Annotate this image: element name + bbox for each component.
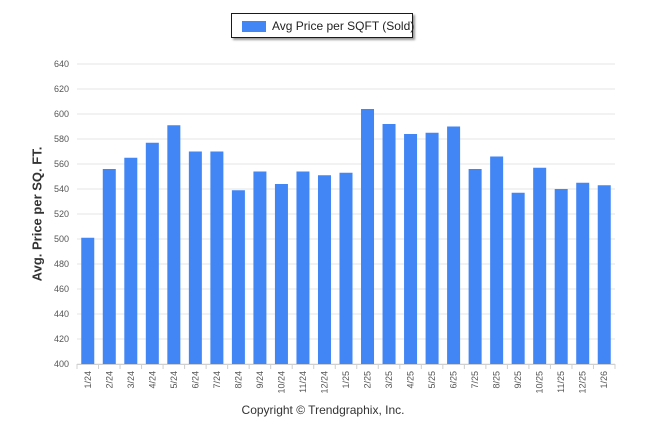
x-tick-label: 7/24 xyxy=(212,371,222,389)
x-tick-label: 9/25 xyxy=(513,371,523,389)
x-tick-label: 10/25 xyxy=(535,371,545,394)
x-tick-label: 8/24 xyxy=(233,371,243,389)
bar-3/25[interactable] xyxy=(382,124,396,364)
bar-10/25[interactable] xyxy=(533,167,547,364)
bar-6/25[interactable] xyxy=(447,126,461,365)
y-axis-label: Avg. Price per SQ. FT. xyxy=(29,146,45,282)
bar-9/24[interactable] xyxy=(253,171,267,365)
y-tick-label: 620 xyxy=(54,84,69,94)
y-tick-label: 480 xyxy=(54,259,69,269)
y-tick-label: 580 xyxy=(54,134,69,144)
x-tick-label: 11/25 xyxy=(556,371,566,393)
legend-label: Avg Price per SQFT (Sold) xyxy=(272,19,415,33)
y-tick-label: 560 xyxy=(54,159,69,169)
x-tick-label: 4/24 xyxy=(147,371,157,389)
x-tick-label: 6/24 xyxy=(190,371,200,389)
bar-12/25[interactable] xyxy=(576,182,590,364)
x-tick-label: 4/25 xyxy=(406,371,416,389)
x-tick-label: 12/25 xyxy=(578,371,588,394)
y-tick-label: 400 xyxy=(54,359,69,369)
y-tick-label: 440 xyxy=(54,309,69,319)
x-tick-label: 2/24 xyxy=(104,371,114,389)
bar-1/26[interactable] xyxy=(597,185,611,364)
x-tick-label: 6/25 xyxy=(449,371,459,389)
bar-7/25[interactable] xyxy=(468,169,482,364)
x-tick-label: 1/26 xyxy=(599,371,609,389)
y-tick-label: 500 xyxy=(54,234,69,244)
bar-8/25[interactable] xyxy=(490,156,504,365)
legend[interactable]: Avg Price per SQFT (Sold) xyxy=(231,13,415,38)
bar-9/25[interactable] xyxy=(511,192,525,364)
bar-5/25[interactable] xyxy=(425,132,439,364)
x-tick-label: 9/24 xyxy=(255,371,265,389)
bars xyxy=(81,109,611,365)
y-tick-label: 600 xyxy=(54,109,69,119)
x-tick-label: 5/25 xyxy=(427,371,437,389)
x-axis-ticks: 1/24 2/24 3/24 4/24 5/24 6/24 7/24 8/24 9/24 10/2… xyxy=(83,371,609,394)
x-tick-label: 5/24 xyxy=(169,371,179,389)
x-tick-label: 11/24 xyxy=(298,371,308,393)
bar-6/24[interactable] xyxy=(188,151,202,365)
x-tick-label: 10/24 xyxy=(276,371,286,394)
x-tick-label: 12/24 xyxy=(319,371,329,394)
y-axis-ticks: 400 420 440 460 480 500 520 540 560 580 600 620 640 xyxy=(54,59,69,369)
bar-7/24[interactable] xyxy=(210,151,224,365)
y-tick-label: 460 xyxy=(54,284,69,294)
x-tick-label: 8/25 xyxy=(492,371,502,389)
bar-2/24[interactable] xyxy=(102,169,116,364)
x-tick-label: 1/25 xyxy=(341,371,351,389)
x-tick-label: 1/24 xyxy=(83,371,93,389)
bar-3/24[interactable] xyxy=(124,157,138,364)
bar-2/25[interactable] xyxy=(361,109,375,364)
bar-8/24[interactable] xyxy=(231,190,245,364)
bar-10/24[interactable] xyxy=(274,184,288,364)
bar-5/24[interactable] xyxy=(167,125,181,364)
x-tick-label: 7/25 xyxy=(470,371,480,389)
y-tick-label: 420 xyxy=(54,334,69,344)
bar-4/25[interactable] xyxy=(404,134,418,364)
copyright-footer: Copyright © Trendgraphix, Inc. xyxy=(241,403,405,417)
bar-1/24[interactable] xyxy=(81,237,95,364)
legend-swatch xyxy=(242,21,266,32)
bar-11/24[interactable] xyxy=(296,171,310,365)
y-tick-label: 640 xyxy=(54,59,69,69)
y-tick-label: 540 xyxy=(54,184,69,194)
x-tick-label: 3/25 xyxy=(384,371,394,389)
bar-4/24[interactable] xyxy=(145,142,159,364)
x-axis xyxy=(76,364,616,369)
bar-11/25[interactable] xyxy=(554,189,568,364)
bar-12/24[interactable] xyxy=(317,175,331,364)
bar-1/25[interactable] xyxy=(339,172,353,364)
x-tick-label: 2/25 xyxy=(363,371,373,389)
y-tick-label: 520 xyxy=(54,209,69,219)
x-tick-label: 3/24 xyxy=(126,371,136,389)
